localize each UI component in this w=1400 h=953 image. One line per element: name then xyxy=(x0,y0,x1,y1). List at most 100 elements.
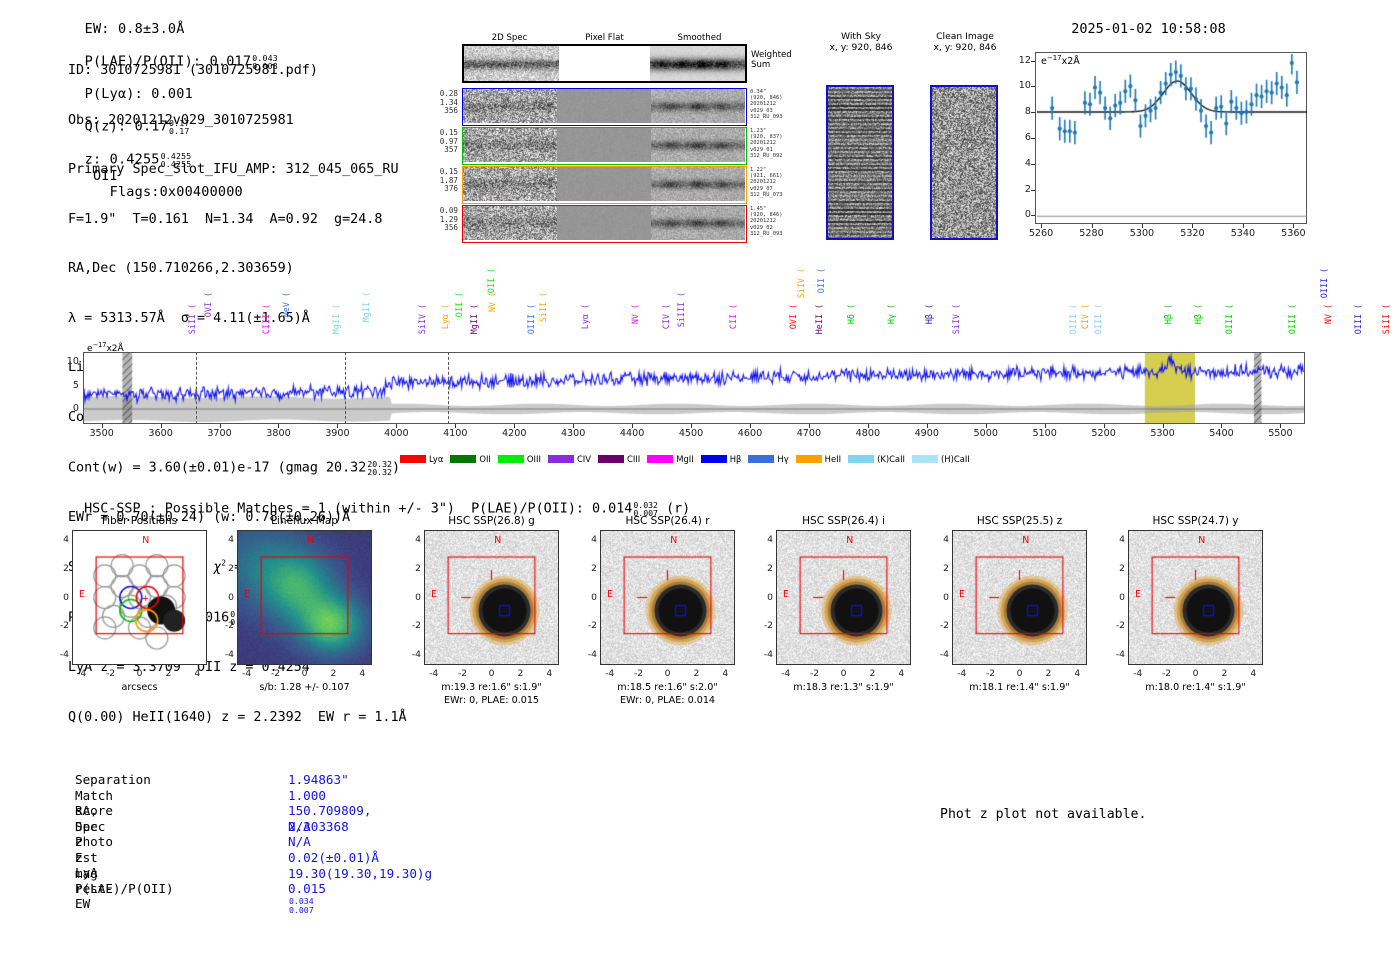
hsc-panel-title: HSC SSP(26.4) r xyxy=(625,515,710,527)
header-summary-line: EW: 0.8±3.0Å P(LAE)/P(OII): 0.017 0.043 0.… xyxy=(68,5,278,200)
table-row-value: 0.015 0.034 0.007 xyxy=(288,881,326,915)
legend-swatch xyxy=(400,455,426,463)
spectrum-xtick: 4500 xyxy=(678,428,704,439)
hsc-xtick: -4 xyxy=(1133,668,1143,679)
line-fit-xtick: 5320 xyxy=(1180,228,1205,239)
legend-label: OIII xyxy=(526,454,541,464)
legend-swatch xyxy=(450,455,477,463)
header-plae: P(LAE)/P(OII): 0.017 xyxy=(84,53,252,70)
spectrum-xtick-mark xyxy=(219,424,221,428)
spectrum-line-label: CIV ( xyxy=(1080,304,1090,330)
spectrum-xtick-mark xyxy=(101,424,103,428)
spec2d-row xyxy=(462,166,747,204)
hsc-ytick: 4 xyxy=(591,533,597,545)
hsc-ytick: -4 xyxy=(763,649,773,661)
legend-label: CIII xyxy=(627,454,641,464)
line-fit-ytick-mark xyxy=(1031,86,1035,88)
hsc-xtick: -2 xyxy=(1161,668,1172,679)
legend-label: MgII xyxy=(676,454,694,464)
hsc-ytick: 2 xyxy=(1119,562,1125,574)
hsc-panel-image xyxy=(953,531,1086,664)
spec2d-row-meta: 1.23" (920, 837) 20201212 v029_01 312_RU_092 xyxy=(750,128,783,159)
hsc-ytick: -2 xyxy=(59,620,69,632)
compass-e: E xyxy=(79,589,85,601)
spectrum-xtick-mark xyxy=(749,424,751,428)
hsc-panel-axes xyxy=(424,530,559,665)
spectrum-xtick: 3900 xyxy=(325,428,350,439)
line-fit-axes xyxy=(1035,52,1307,224)
hsc-panel-xlabel: arcsecs xyxy=(121,682,158,693)
table-row-value: 0.02(±0.01)Å xyxy=(288,849,379,865)
spectrum-line-label: SiIV ( xyxy=(796,268,806,299)
spectrum-xtick: 3800 xyxy=(266,428,291,439)
spectrum-ylabel: e−17x2Å xyxy=(87,341,124,354)
line-fit-ytick-mark xyxy=(1031,163,1035,165)
spec2d-row xyxy=(462,205,747,243)
spectrum-ytick: 0 xyxy=(72,403,79,414)
spectrum-line-label: CII ( xyxy=(728,304,738,330)
spectrum-line-label: OII ( xyxy=(486,268,496,294)
legend-swatch xyxy=(795,455,822,463)
legend-label: Lyα xyxy=(429,454,444,464)
hsc-ytick: -4 xyxy=(411,649,421,661)
spectrum-line-label: SiII ( xyxy=(538,292,548,323)
pixel-flat-blank xyxy=(559,46,650,81)
line-fit-ytick: 4 xyxy=(1024,157,1031,169)
hsc-panel-image xyxy=(425,531,558,664)
spec2d-row xyxy=(462,88,747,126)
line-fit-xtick-mark xyxy=(1192,224,1194,228)
spectrum-line-label: MgII ( xyxy=(361,292,371,323)
spectrum-xtick: 4300 xyxy=(560,428,586,439)
spectrum-xtick-mark xyxy=(1162,424,1164,428)
weighted-sum-label: Weighted Sum xyxy=(751,50,792,70)
spectrum-line-label: OIII ( xyxy=(1068,304,1078,335)
hsc-ytick: -4 xyxy=(587,649,597,661)
hsc-panel-title: HSC SSP(24.7) y xyxy=(1152,515,1239,527)
legend-item: CIII xyxy=(598,454,640,464)
spectrum-xtick-mark xyxy=(1044,424,1046,428)
spec2d-row-stats: 0.15 0.97 357 xyxy=(439,128,458,155)
header-z-suffix: OII xyxy=(92,168,118,184)
legend-label: HeII xyxy=(824,454,842,464)
cutout-title-text: With Sky xyxy=(840,31,882,42)
spec2d-column-title: 2D Spec xyxy=(491,33,528,43)
hsc-panel-sublabel: EWr: 0, PLAE: 0.014 xyxy=(619,695,716,706)
hsc-ytick: 4 xyxy=(228,533,234,545)
hsc-ytick: -4 xyxy=(1115,649,1125,661)
cutout-title-text: Clean Image xyxy=(936,31,994,42)
legend-swatch xyxy=(700,455,727,463)
line-fit-xtick-mark xyxy=(1141,224,1143,228)
header-qz: Q(z): 0.17 xyxy=(84,118,168,135)
header-qz-errors: 0.17 0.17 xyxy=(168,117,190,136)
hsc-panel-image xyxy=(73,531,206,664)
table-row-key: mag xyxy=(75,865,98,881)
spectrum-line-label: HeII ( xyxy=(814,304,824,335)
spectrum-line-label: Hβ ( xyxy=(1193,304,1203,325)
hsc-ytick: 4 xyxy=(415,533,421,545)
legend-item: OIII xyxy=(497,454,541,464)
spectrum-xtick: 4600 xyxy=(737,428,763,439)
hsc-ytick: 4 xyxy=(943,533,949,545)
legend-item: (H)CaII xyxy=(912,454,970,464)
line-fit-ytick: 2 xyxy=(1024,183,1031,195)
hsc-ytick: -2 xyxy=(939,620,949,632)
compass-e: E xyxy=(783,589,789,601)
spectrum-ytick: 10 xyxy=(66,356,79,368)
cutout-coords: x, y: 920, 846 xyxy=(829,42,893,53)
line-fit-ytick: 0 xyxy=(1024,209,1031,221)
spec2d-row-meta: 1.45" (920, 846) 20201212 v029_02 312_RU_093 xyxy=(750,206,783,237)
hsc-xtick: 0 xyxy=(136,668,143,679)
hsc-panel-axes xyxy=(776,530,911,665)
hsc-ytick: 2 xyxy=(767,562,773,574)
spectrum-line-label: SiIII ( xyxy=(676,292,686,328)
photoz-note: Phot z plot not available. xyxy=(940,807,1147,822)
hsc-ytick: -2 xyxy=(411,620,421,632)
spectrum-xtick: 5100 xyxy=(1032,428,1057,439)
compass-e: E xyxy=(244,589,250,601)
hsc-xtick: 2 xyxy=(1221,668,1228,679)
hsc-ytick: 2 xyxy=(591,562,597,574)
spectrum-marker-line xyxy=(344,352,346,424)
spectrum-line-label: Hδ ( xyxy=(846,304,856,325)
hsc-panel-axes xyxy=(600,530,735,665)
legend-label: Hγ xyxy=(777,454,789,464)
